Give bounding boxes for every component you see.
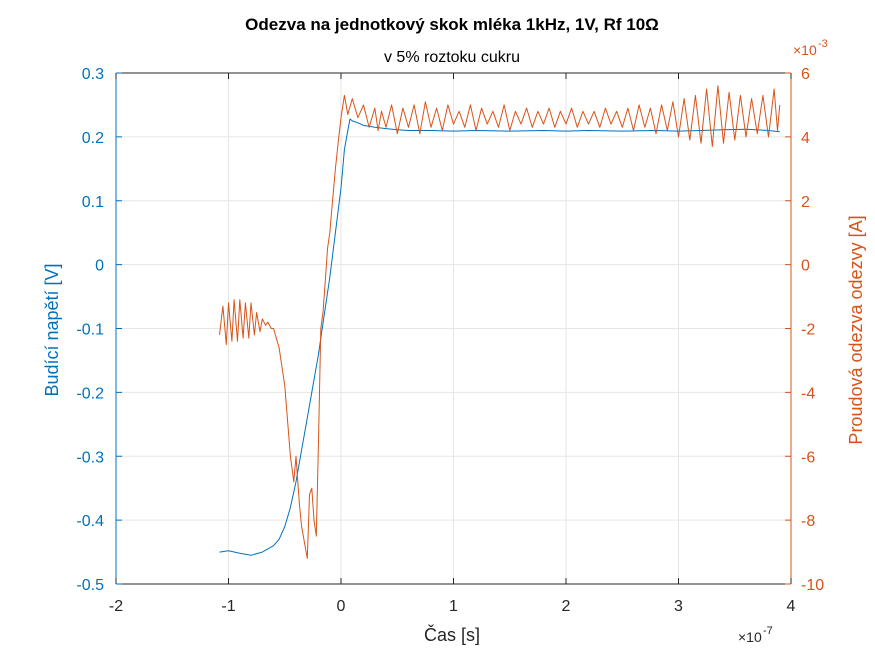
x-exponent-base: ×10 [738,629,762,645]
current-series-line [219,85,781,559]
x-axis-label: Čas [s] [424,624,480,645]
x-tick-label: 0 [337,598,346,615]
x-tick-label: -1 [221,598,235,615]
y-left-tick-label: -0.3 [76,449,104,466]
voltage-series-line [219,118,780,556]
y-right-tick-label: 6 [801,66,810,83]
y-right-tick-label: -2 [801,322,815,339]
right-exponent-base: ×10 [793,42,817,58]
x-tick-label: 3 [674,598,683,615]
chart-title: Odezva na jednotkový skok mléka 1kHz, 1V… [245,15,659,34]
y-right-tick-label: 2 [801,194,810,211]
series-group [219,85,781,559]
right-exponent: ×10 -3 [793,38,828,58]
grid [116,73,791,584]
x-tick-label: 2 [562,598,571,615]
y-left-tick-label: 0.3 [82,66,104,83]
y-left-tick-label: -0.4 [76,513,104,530]
chart-subtitle: v 5% roztoku cukru [384,49,520,66]
y-right-tick-label: 4 [801,130,810,147]
x-tick-label: 1 [449,598,458,615]
y-right-tick-label: -4 [801,385,815,402]
x-tick-label: 4 [787,598,796,615]
y-left-tick-label: -0.5 [76,577,104,594]
right-exponent-power: -3 [818,38,828,50]
y-left-axis-label: Budící napětí [V] [42,263,62,396]
y-left-tick-label: -0.2 [76,385,104,402]
y-left-tick-label: 0.2 [82,130,104,147]
y-left-tick-label: -0.1 [76,322,104,339]
y-left-tick-label: 0 [95,258,104,275]
y-left-tick-label: 0.1 [82,194,104,211]
x-tick-label: -2 [109,598,123,615]
y-right-tick-label: -6 [801,449,815,466]
axes: -2 -1 0 1 2 3 4-0.5-0.4-0.3-0.2-0.100.10.20.3-… [76,66,824,615]
y-right-tick-label: -10 [801,577,824,594]
y-right-tick-label: 0 [801,258,810,275]
x-exponent: ×10 -7 [738,625,773,645]
x-exponent-power: -7 [763,625,773,637]
y-right-axis-label: Proudová odezva odezvy [A] [846,215,866,444]
y-right-tick-label: -8 [801,513,815,530]
